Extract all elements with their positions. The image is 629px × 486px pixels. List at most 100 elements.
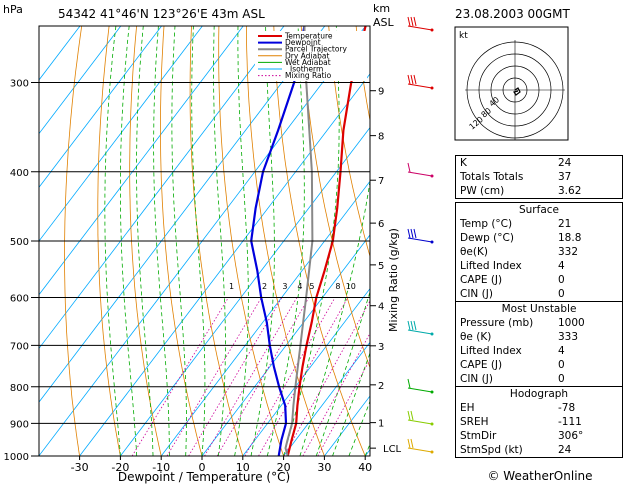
temperature-series	[286, 26, 367, 456]
surface-row: Lifted Index 4	[456, 259, 622, 273]
wind-barb-flag	[407, 16, 411, 27]
wind-barbs	[407, 16, 434, 454]
wind-barb-shaft	[407, 447, 433, 453]
index-value: 3.62	[558, 185, 582, 197]
x-tick-label: -10	[152, 461, 170, 474]
index-label: Totals Totals	[460, 171, 524, 183]
wind-barb	[407, 228, 434, 244]
wind-barb	[407, 438, 434, 454]
legend-entry: Wet Adiabat	[285, 58, 331, 67]
index-row: Totals Totals 37	[456, 170, 622, 184]
wind-barb-flag	[413, 320, 417, 331]
legend-entry: Temperature	[284, 32, 333, 41]
pressure-tick-label: 900	[10, 419, 29, 430]
parcel-trajectory-series	[284, 26, 314, 456]
pressure-tick-label: 400	[10, 168, 29, 179]
wind-barb-base	[430, 86, 434, 90]
x-tick-label: 40	[358, 461, 372, 474]
wet-adiabat-line	[120, 26, 138, 456]
hodograph-stat-label: SREH	[460, 416, 489, 428]
dry-adiabat-line	[246, 26, 325, 456]
mixing-ratio-line	[188, 297, 283, 456]
km-unit-label: km	[373, 2, 390, 15]
hodograph-frame	[454, 26, 569, 141]
surface-value: 0	[558, 274, 565, 286]
mixing-ratio-label: 8	[335, 282, 340, 291]
most-unstable-row: CIN (J) 0	[456, 372, 622, 386]
most-unstable-label: Pressure (mb)	[460, 317, 534, 329]
wet-adiabat-line	[250, 26, 275, 456]
height-tick-label: 7	[378, 176, 384, 187]
mixing-ratio-label: 15	[370, 282, 380, 291]
index-label: PW (cm)	[460, 185, 505, 197]
wet-adiabat-line	[171, 26, 187, 456]
hodograph-stat-row: SREH -111	[456, 415, 622, 429]
dry-adiabat-line	[189, 26, 244, 456]
mixing-ratio-line	[258, 297, 349, 456]
wind-barb-base	[430, 450, 434, 454]
index-row: K 24	[456, 156, 622, 170]
surface-label: CIN (J)	[460, 288, 493, 300]
wind-barb-flag	[410, 320, 414, 331]
most-unstable-value: 1000	[558, 317, 585, 329]
legend-entry: Dry Adiabat	[285, 51, 329, 60]
surface-row: θe(K) 332	[456, 245, 622, 259]
wet-adiabat-line	[299, 178, 370, 456]
hodograph-trace	[513, 87, 521, 96]
wind-barb	[407, 410, 434, 426]
wet-adiabat-line	[213, 26, 226, 456]
datetime-label: 23.08.2003 00GMT	[455, 7, 570, 21]
wind-barb-flag	[407, 438, 411, 449]
indices-panel: K 24 Totals Totals 37 PW (cm) 3.62 Surface Te…	[455, 155, 624, 458]
most-unstable-label: CAPE (J)	[460, 359, 503, 371]
height-tick-label: 1	[378, 419, 384, 430]
most-unstable-value: 0	[558, 359, 565, 371]
wet-adiabat-line	[191, 26, 206, 456]
mixing-ratio-line	[244, 297, 336, 456]
surface-value: 0	[558, 288, 565, 300]
wet-adiabat-line	[104, 26, 121, 456]
dry-adiabat-line	[300, 26, 370, 369]
plot-series: 1 2 3 4 5 8 10 15 20 25	[229, 26, 380, 456]
dry-adiabat-line	[64, 26, 83, 456]
hodograph-stat-label: StmSpd (kt)	[460, 444, 523, 456]
isotherm-line	[39, 26, 203, 242]
wet-adiabat-line	[283, 26, 340, 456]
surface-row: CIN (J) 0	[456, 287, 622, 301]
mixing-ratio-label: 2	[262, 282, 267, 291]
mixing-ratio-label: 10	[346, 282, 356, 291]
wet-adiabat-line	[136, 26, 154, 456]
surface-value: 332	[558, 246, 579, 258]
wind-barb-flag	[407, 320, 411, 331]
axes: 300 400 500 600 700 800 900 1000 -30 -20 -10 0 10 20 3…	[4, 79, 402, 474]
most-unstable-row: CAPE (J) 0	[456, 358, 622, 372]
mixing-ratio-label: 4	[297, 282, 302, 291]
x-tick-label: -20	[111, 461, 129, 474]
height-tick-label: 5	[378, 261, 384, 272]
dry-adiabat-line	[160, 26, 203, 456]
station-info: 54342 41°46'N 123°26'E 43m ASL	[58, 7, 265, 21]
hodograph-unit: kt	[459, 31, 468, 41]
hodograph-stat-value: -78	[558, 402, 576, 414]
wind-barb-base	[430, 332, 434, 336]
dewpoint-series	[250, 26, 306, 456]
dry-adiabat-line	[129, 26, 162, 456]
wet-adiabat-line	[348, 400, 370, 456]
wet-adiabat-line	[153, 26, 170, 456]
pressure-tick-label: 300	[10, 79, 29, 90]
mixing-ratio-label: 3	[282, 282, 287, 291]
wind-barb-shaft	[407, 83, 433, 89]
x-tick-label: -30	[71, 461, 89, 474]
dry-adiabat-line	[273, 26, 366, 456]
height-tick-label: 9	[378, 87, 384, 98]
hodograph-stat-row: EH -78	[456, 401, 622, 415]
x-tick-label: 20	[277, 461, 291, 474]
surface-value: 4	[558, 260, 565, 272]
parameters-block: Surface Temp (°C) 21 Dewp (°C) 18.8 θe(K) 332…	[455, 202, 623, 458]
wet-adiabat-line	[332, 351, 370, 456]
hodograph-stat-row: StmDir 306°	[456, 429, 622, 443]
x-tick-label: 30	[317, 461, 331, 474]
mixing-ratio-label: 1	[229, 282, 234, 291]
wind-barb-flag	[410, 410, 414, 421]
